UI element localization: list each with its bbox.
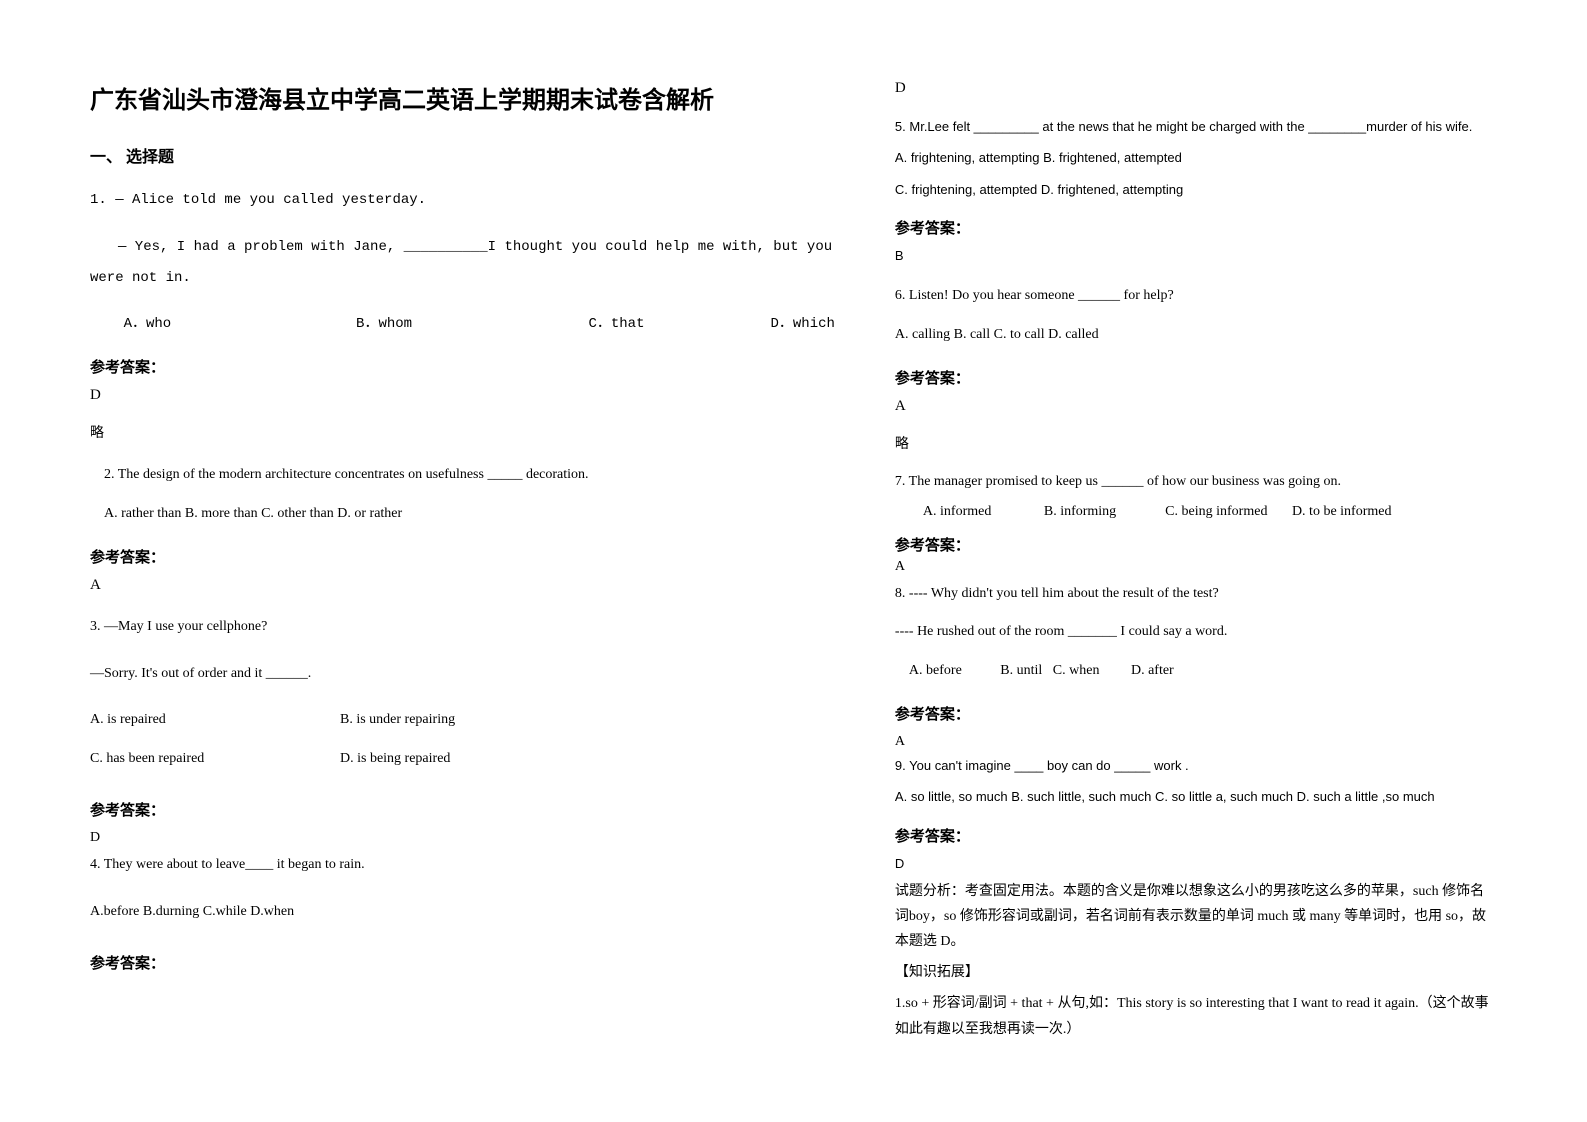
- q3-option-a: A. is repaired: [90, 705, 340, 736]
- q4-answer-label: 参考答案：: [90, 952, 835, 973]
- q9-explanation1: 试题分析：考查固定用法。本题的含义是你难以想象这么小的男孩吃这么多的苹果，suc…: [895, 879, 1497, 955]
- q1-line1: 1. — Alice told me you called yesterday.: [90, 185, 835, 216]
- q1-answer-label: 参考答案：: [90, 356, 835, 377]
- q2-options: A. rather than B. more than C. other tha…: [90, 499, 835, 530]
- q4-text: 4. They were about to leave____ it began…: [90, 850, 835, 881]
- q9-answer-label: 参考答案：: [895, 825, 1497, 846]
- q5-answer: B: [895, 248, 1497, 263]
- q3-line1: 3. —May I use your cellphone?: [90, 612, 835, 643]
- document-title: 广东省汕头市澄海县立中学高二英语上学期期末试卷含解析: [90, 80, 835, 115]
- q5-options-cd: C. frightening, attempted D. frightened,…: [895, 178, 1497, 201]
- q2-answer: A: [90, 577, 835, 594]
- q3-option-b: B. is under repairing: [340, 705, 455, 736]
- q1-answer: D: [90, 387, 835, 404]
- q8-options: A. before B. until C. when D. after: [895, 656, 1497, 687]
- q4-options: A.before B.durning C.while D.when: [90, 897, 835, 928]
- q7-options: A. informed B. informing C. being inform…: [895, 501, 1497, 523]
- q1-options: A．who B．whom C．that D．which: [90, 309, 835, 340]
- q4-answer: D: [895, 80, 1497, 97]
- q1-note: 略: [90, 422, 835, 442]
- q8-line2: ---- He rushed out of the room _______ I…: [895, 617, 1497, 648]
- q9-answer: D: [895, 856, 1497, 871]
- q9-text: 9. You can't imagine ____ boy can do ___…: [895, 754, 1497, 777]
- q6-options: A. calling B. call C. to call D. called: [895, 320, 1497, 351]
- q6-answer-label: 参考答案：: [895, 367, 1497, 388]
- q6-text: 6. Listen! Do you hear someone ______ fo…: [895, 281, 1497, 312]
- q6-answer: A: [895, 398, 1497, 415]
- q7-answer: A: [895, 559, 1497, 575]
- q3-option-d: D. is being repaired: [340, 744, 450, 775]
- q3-answer: D: [90, 830, 835, 846]
- q5-answer-label: 参考答案：: [895, 217, 1497, 238]
- q8-answer-label: 参考答案：: [895, 703, 1497, 724]
- right-column: D 5. Mr.Lee felt _________ at the news t…: [895, 80, 1497, 1042]
- q7-text: 7. The manager promised to keep us _____…: [895, 471, 1497, 493]
- q5-text: 5. Mr.Lee felt _________ at the news tha…: [895, 115, 1497, 138]
- left-column: 广东省汕头市澄海县立中学高二英语上学期期末试卷含解析 一、 选择题 1. — A…: [90, 80, 835, 1042]
- q3-line2: —Sorry. It's out of order and it ______.: [90, 659, 835, 690]
- q2-answer-label: 参考答案：: [90, 546, 835, 567]
- section-header: 一、 选择题: [90, 143, 835, 167]
- q9-options: A. so little, so much B. such little, su…: [895, 785, 1497, 808]
- q3-answer-label: 参考答案：: [90, 799, 835, 820]
- q7-answer-label: 参考答案：: [895, 534, 1497, 555]
- q9-explanation2: 1.so + 形容词/副词 + that + 从句,如：This story i…: [895, 991, 1497, 1041]
- q2-text: 2. The design of the modern architecture…: [90, 460, 835, 491]
- q3-option-c: C. has been repaired: [90, 744, 340, 775]
- q8-answer: A: [895, 734, 1497, 750]
- q6-note: 略: [895, 433, 1497, 453]
- q5-options-ab: A. frightening, attempting B. frightened…: [895, 146, 1497, 169]
- q9-knowledge-label: 【知识拓展】: [895, 960, 1497, 985]
- q8-line1: 8. ---- Why didn't you tell him about th…: [895, 579, 1497, 610]
- q1-line2: — Yes, I had a problem with Jane, ______…: [90, 232, 835, 294]
